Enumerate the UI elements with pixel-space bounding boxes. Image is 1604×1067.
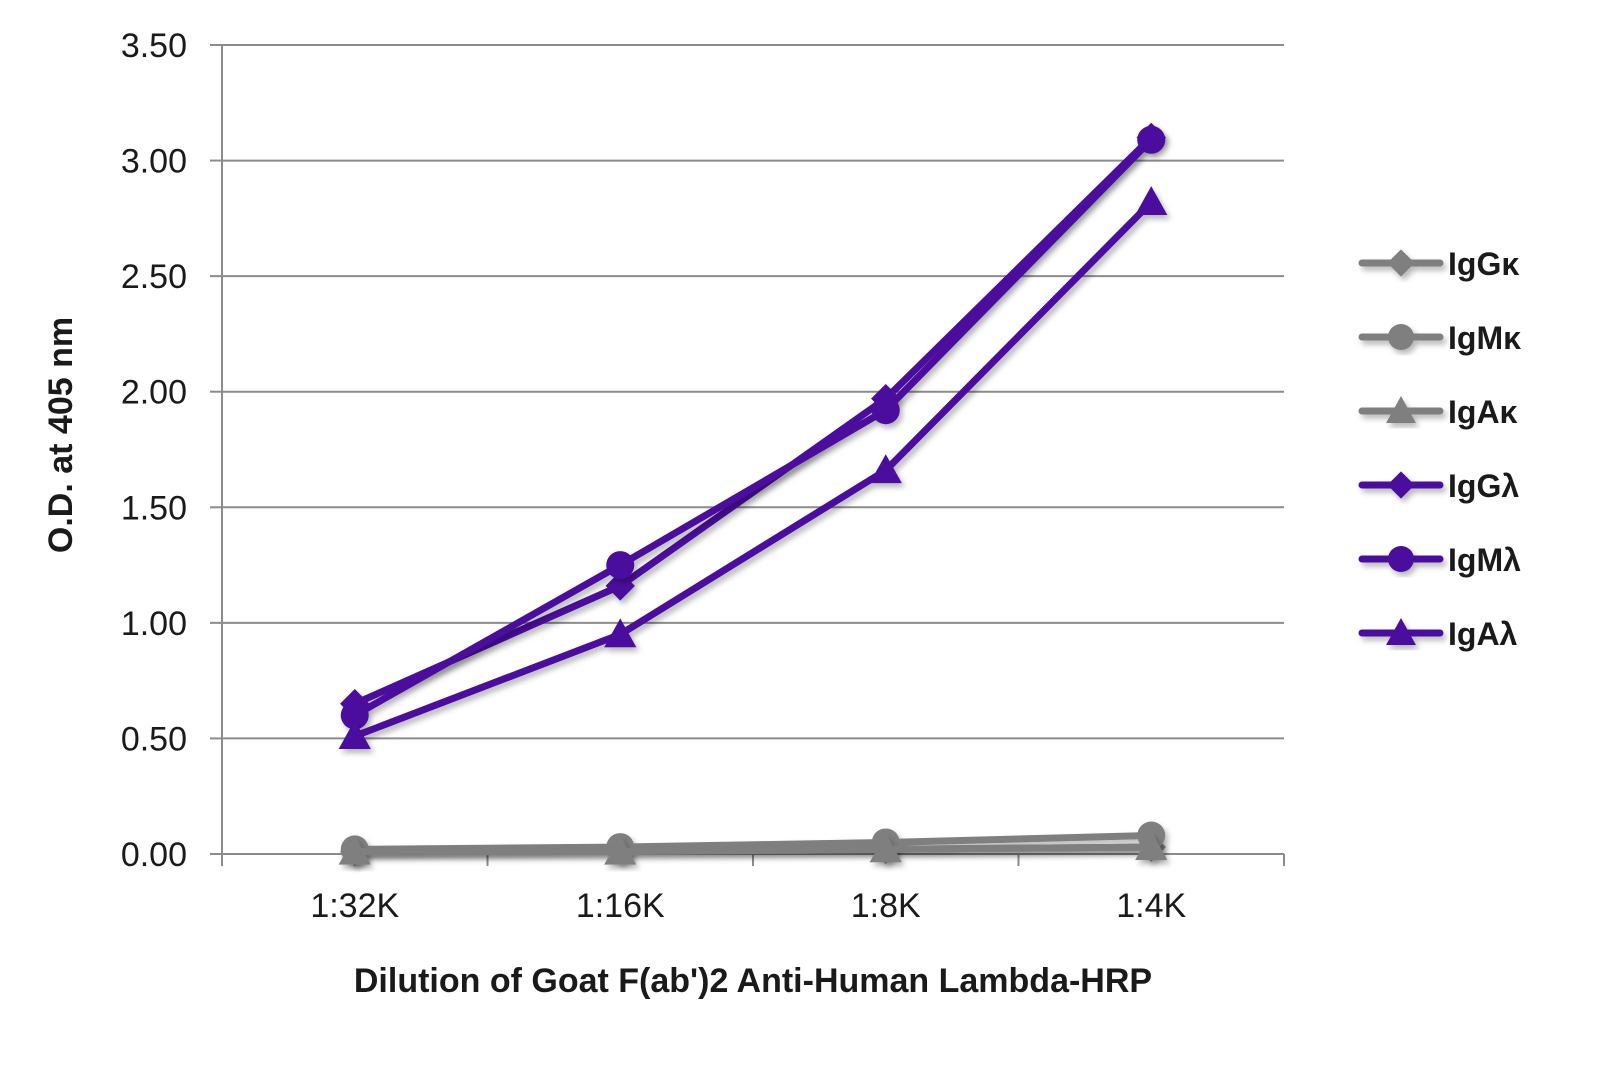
x-axis-title: Dilution of Goat F(ab')2 Anti-Human Lamb… [354,962,1152,1000]
series-line [351,198,1155,740]
data-point [338,835,371,865]
x-tick-label: 1:8K [851,887,921,925]
legend-swatch [1358,396,1444,423]
data-point [1137,125,1166,154]
series-2 [338,830,1168,865]
legend-label: IgGκ [1448,246,1519,282]
legend-label: IgMλ [1448,542,1521,578]
y-tick-labels: 0.00 0.50 1.00 1.50 2.00 2.50 3.00 3.50 [121,27,187,874]
legend-swatch [1358,618,1444,645]
data-point [338,720,371,749]
y-tick-label: 1.00 [121,605,187,643]
legend-marker [1388,324,1414,350]
data-point [604,618,637,648]
series-line [351,133,1155,708]
data-point [1135,186,1168,216]
legend-marker [1388,546,1414,572]
y-tick-label: 0.00 [121,836,187,874]
legend-swatch [1358,471,1444,499]
legend-marker [1386,618,1416,645]
data-point [1135,830,1168,860]
y-tick-label: 1.50 [121,489,187,527]
y-tick-label: 2.00 [121,374,187,412]
legend-marker [1386,396,1416,423]
legend-swatch [1358,324,1444,350]
legend-marker [1387,249,1415,277]
legend-marker [1387,471,1415,499]
series-3 [340,122,1166,719]
legend-label: IgGλ [1448,468,1519,504]
plot-area [338,122,1168,867]
x-tick-label: 1:16K [576,887,665,925]
series-line [351,136,1155,719]
x-tick-labels: 1:32K 1:16K 1:8K 1:4K [310,887,1186,925]
legend-label: IgAλ [1448,616,1518,652]
y-tick-label: 3.50 [121,27,187,65]
series-line [351,843,1155,856]
data-point [340,701,369,730]
x-tick-label: 1:32K [310,887,399,925]
series-4 [340,125,1166,730]
legend: IgGκ IgMκ IgAκ IgGλ IgMλ IgAλ [1358,246,1521,652]
y-tick-label: 3.00 [121,143,187,181]
data-point [871,396,900,425]
y-axis-title: O.D. at 405 nm [42,317,80,553]
data-point [869,833,902,863]
legend-swatch [1358,546,1444,572]
x-tick-label: 1:4K [1116,887,1186,925]
legend-label: IgAκ [1448,394,1518,430]
series-5 [338,186,1168,749]
y-tick-label: 0.50 [121,720,187,758]
data-point [606,551,635,580]
gridlines [222,44,1284,740]
legend-label: IgMκ [1448,320,1521,356]
data-point [869,454,902,484]
legend-swatch [1358,249,1444,277]
data-point [604,835,637,865]
y-tick-label: 2.50 [121,258,187,296]
data-point [605,571,635,601]
